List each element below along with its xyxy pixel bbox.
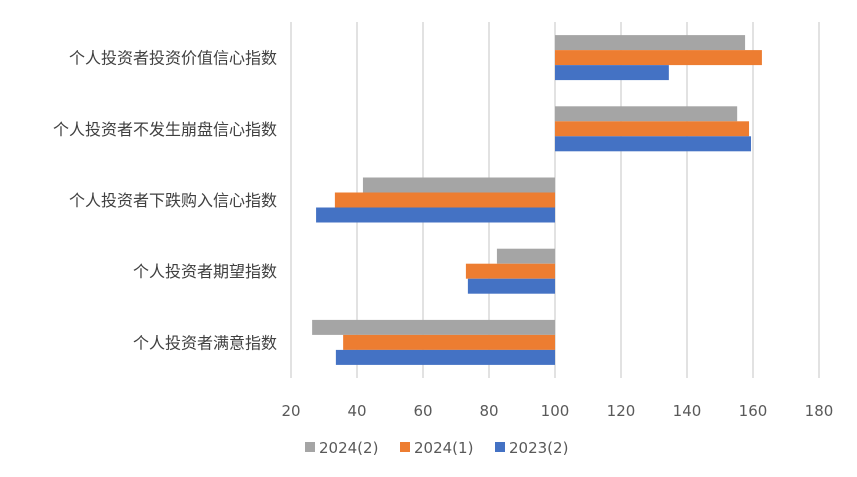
x-tick-label: 80 [479, 402, 498, 420]
bar-2024(2) [555, 35, 746, 51]
category-label: 个人投资者满意指数 [133, 333, 277, 352]
bar-2024(1) [555, 121, 750, 137]
bar-2023(2) [316, 207, 555, 223]
legend-label: 2024(1) [414, 439, 473, 457]
bar-2024(1) [343, 334, 555, 350]
legend-label: 2023(2) [509, 439, 568, 457]
category-label: 个人投资者下跌购入信心指数 [69, 191, 277, 210]
x-tick-label: 160 [739, 402, 768, 420]
legend-swatch [305, 442, 315, 452]
bars [312, 35, 762, 365]
category-label: 个人投资者投资价值信心指数 [69, 49, 277, 68]
bar-2024(2) [496, 248, 555, 264]
legend-swatch [400, 442, 410, 452]
bar-2023(2) [555, 65, 669, 81]
bar-2024(1) [555, 50, 762, 66]
x-tick-label: 140 [673, 402, 702, 420]
bar-2024(1) [334, 192, 555, 208]
x-tick-label: 20 [281, 402, 300, 420]
bar-2023(2) [555, 136, 752, 152]
bar-2024(2) [362, 177, 555, 193]
legend-label: 2024(2) [319, 439, 378, 457]
x-tick-label: 120 [607, 402, 636, 420]
category-labels: 个人投资者投资价值信心指数个人投资者不发生崩盘信心指数个人投资者下跌购入信心指数… [53, 49, 277, 353]
bar-2024(1) [465, 263, 555, 279]
category-label: 个人投资者期望指数 [133, 262, 277, 281]
bar-2023(2) [335, 349, 555, 365]
x-tick-label: 40 [347, 402, 366, 420]
x-tick-label: 100 [541, 402, 570, 420]
bar-2024(2) [555, 106, 738, 122]
x-tick-label: 60 [413, 402, 432, 420]
x-tick-labels: 20 40 60 80 100 120 140 160 180 [281, 402, 833, 420]
bar-2024(2) [312, 319, 555, 335]
x-tick-label: 180 [805, 402, 834, 420]
category-label: 个人投资者不发生崩盘信心指数 [53, 120, 277, 139]
legend-swatch [495, 442, 505, 452]
bar-2023(2) [467, 278, 555, 294]
legend: 2024(2) 2024(1) 2023(2) [305, 439, 568, 457]
